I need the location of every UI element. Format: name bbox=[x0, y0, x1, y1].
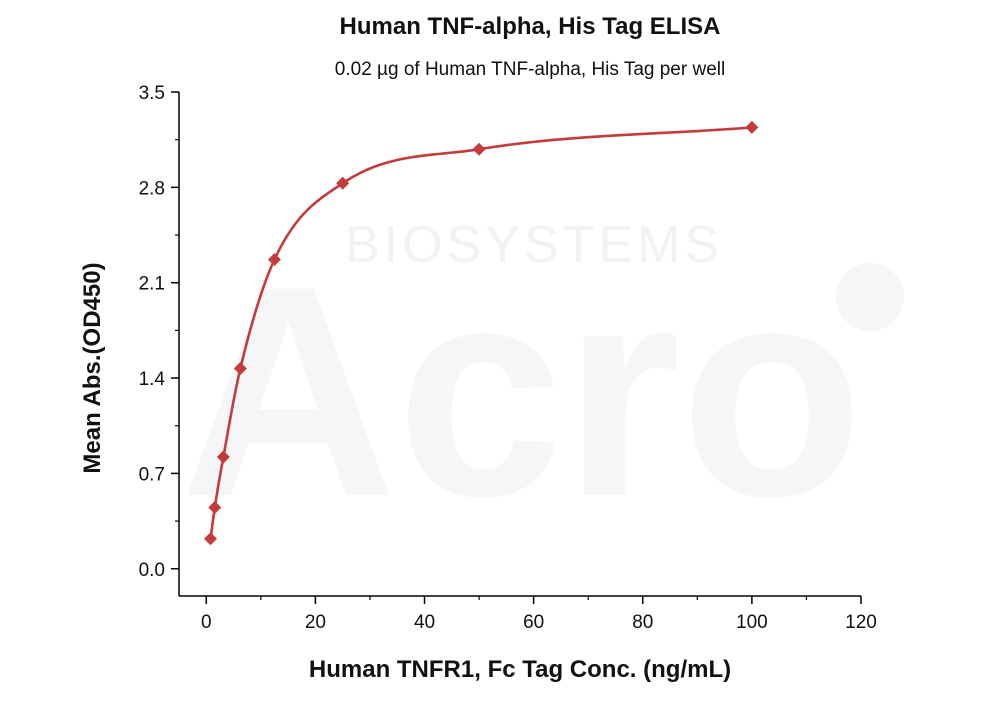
x-tick-label: 80 bbox=[632, 612, 653, 633]
data-point-diamond bbox=[208, 500, 222, 514]
x-tick-label: 100 bbox=[736, 612, 768, 633]
y-tick-label: 2.1 bbox=[139, 274, 165, 295]
watermark-dot bbox=[836, 263, 904, 331]
watermark-logo: Acro bbox=[180, 223, 864, 559]
y-tick-label: 2.8 bbox=[139, 178, 165, 199]
chart-title: Human TNF-alpha, His Tag ELISA bbox=[340, 13, 721, 40]
y-tick-label: 3.5 bbox=[139, 83, 165, 104]
x-tick-label: 120 bbox=[845, 612, 877, 633]
x-tick-label: 20 bbox=[305, 612, 326, 633]
watermark-text: BIOSYSTEMS bbox=[345, 216, 723, 274]
axes: 0.0 0.7 1.4 2.1 2.8 3.5 0 20 40 60 80 100 120 bbox=[139, 83, 877, 633]
data-point-diamond bbox=[336, 176, 350, 190]
watermark: Acro BIOSYSTEMS bbox=[180, 216, 904, 559]
x-tick-label: 60 bbox=[523, 612, 544, 633]
data-point-diamond bbox=[216, 450, 230, 464]
x-tick-label: 40 bbox=[414, 612, 435, 633]
data-point-diamond bbox=[204, 532, 218, 546]
chart-subtitle: 0.02 µg of Human TNF-alpha, His Tag per … bbox=[335, 59, 725, 80]
y-tick-label: 1.4 bbox=[139, 369, 166, 390]
x-tick-label: 0 bbox=[201, 612, 212, 633]
fit-line-group bbox=[209, 126, 752, 539]
y-axis-label: Mean Abs.(OD450) bbox=[79, 262, 106, 473]
y-tick-label: 0.0 bbox=[139, 560, 165, 581]
data-points bbox=[204, 120, 759, 546]
fit-line bbox=[209, 126, 752, 539]
data-point-diamond bbox=[745, 120, 759, 134]
x-axis-label: Human TNFR1, Fc Tag Conc. (ng/mL) bbox=[309, 656, 731, 683]
y-tick-label: 0.7 bbox=[139, 464, 165, 485]
data-point-diamond bbox=[267, 253, 281, 267]
data-point-diamond bbox=[472, 142, 486, 156]
data-point-diamond bbox=[233, 362, 247, 376]
